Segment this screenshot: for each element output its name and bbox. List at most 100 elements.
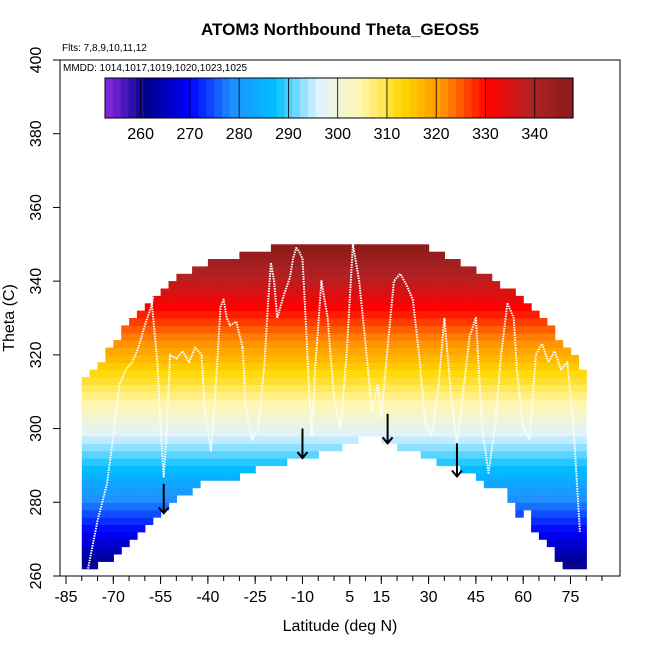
heatmap-cell (326, 325, 335, 334)
heatmap-cell (223, 340, 233, 349)
heatmap-cell (412, 435, 422, 444)
heatmap-cell (176, 472, 185, 481)
heatmap-cell (89, 494, 99, 503)
heatmap-cell (507, 303, 516, 312)
heatmap-cell (452, 399, 461, 408)
heatmap-cell (97, 517, 106, 525)
heatmap-cell (357, 332, 367, 341)
heatmap-cell (538, 509, 548, 518)
colorbar-swatch (229, 78, 239, 118)
heatmap-cell (223, 421, 233, 430)
heatmap-cell (562, 517, 572, 525)
heatmap-cell (475, 310, 485, 319)
heatmap-cell (452, 369, 461, 378)
heatmap-cell (562, 354, 572, 363)
heatmap-cell (381, 369, 390, 378)
heatmap-cell (255, 332, 264, 341)
heatmap-cell (436, 318, 445, 326)
heatmap-cell (546, 494, 556, 503)
heatmap-cell (507, 340, 516, 349)
heatmap-cell (373, 259, 382, 267)
heatmap-cell (286, 369, 296, 378)
heatmap-cell (334, 362, 343, 371)
colorbar-swatch (471, 78, 480, 118)
heatmap-cell (428, 435, 438, 444)
heatmap-cell (334, 428, 343, 437)
heatmap-cell (81, 561, 91, 570)
heatmap-cell (562, 384, 572, 393)
heatmap-cell (192, 450, 201, 459)
heatmap-cell (231, 377, 240, 385)
heatmap-cell (144, 458, 154, 467)
heatmap-cell (318, 435, 327, 444)
heatmap-cell (349, 391, 359, 400)
heatmap-cell (357, 406, 367, 415)
heatmap-cell (286, 391, 296, 400)
heatmap-cell (538, 443, 548, 452)
heatmap-cell (239, 266, 248, 275)
heatmap-cell (144, 399, 154, 408)
heatmap-cell (531, 524, 540, 533)
heatmap-cell (270, 391, 280, 400)
heatmap-cell (507, 399, 516, 408)
heatmap-cell (341, 413, 351, 422)
heatmap-cell (389, 259, 398, 267)
heatmap-cell (136, 443, 146, 452)
heatmap-cell (294, 332, 304, 341)
heatmap-cell (310, 325, 319, 334)
heatmap-cell (89, 509, 99, 518)
heatmap-cell (97, 465, 106, 474)
heatmap-cell (515, 502, 524, 511)
heatmap-cell (318, 421, 327, 430)
heatmap-cell (460, 391, 469, 400)
heatmap-cell (286, 406, 296, 415)
heatmap-cell (546, 406, 556, 415)
heatmap-cell (168, 428, 177, 437)
heatmap-cell (97, 509, 106, 518)
heatmap-cell (129, 340, 138, 349)
heatmap-cell (546, 450, 556, 459)
heatmap-cell (231, 406, 240, 415)
heatmap-cell (286, 354, 296, 363)
heatmap-cell (302, 435, 311, 444)
heatmap-cell (81, 517, 91, 525)
heatmap-cell (389, 384, 398, 393)
heatmap-cell (389, 421, 398, 430)
heatmap-cell (475, 413, 485, 422)
heatmap-cell (452, 259, 461, 267)
heatmap-cell (412, 288, 422, 297)
heatmap-cell (200, 435, 209, 444)
heatmap-cell (349, 340, 359, 349)
colorbar-swatch (370, 78, 379, 118)
heatmap-cell (523, 465, 532, 474)
heatmap-cell (357, 428, 367, 437)
heatmap-cell (168, 465, 177, 474)
heatmap-cell (231, 310, 240, 319)
heatmap-cell (310, 399, 319, 408)
heatmap-cell (105, 487, 114, 496)
heatmap-cell (255, 259, 264, 267)
heatmap-cell (105, 362, 114, 371)
heatmap-cell (349, 347, 359, 356)
arrow-marker (381, 413, 394, 445)
heatmap-cell (570, 443, 579, 452)
heatmap-cell (452, 332, 461, 341)
heatmap-cell (294, 421, 304, 430)
heatmap-cell (436, 377, 445, 385)
heatmap-cell (460, 310, 469, 319)
heatmap-cell (278, 288, 288, 297)
heatmap-cell (444, 450, 453, 459)
heatmap-cell (215, 435, 225, 444)
colorbar-swatch (331, 78, 340, 118)
heatmap-cell (81, 553, 91, 562)
heatmap-cell (515, 421, 524, 430)
heatmap-cell (200, 288, 209, 297)
heatmap-cell (570, 539, 579, 548)
heatmap-cell (302, 273, 311, 282)
heatmap-cell (404, 332, 414, 341)
heatmap-cell (412, 347, 422, 356)
heatmap-cell (507, 391, 516, 400)
heatmap-cell (444, 347, 453, 356)
heatmap-cell (89, 546, 99, 555)
heatmap-cell (483, 369, 493, 378)
